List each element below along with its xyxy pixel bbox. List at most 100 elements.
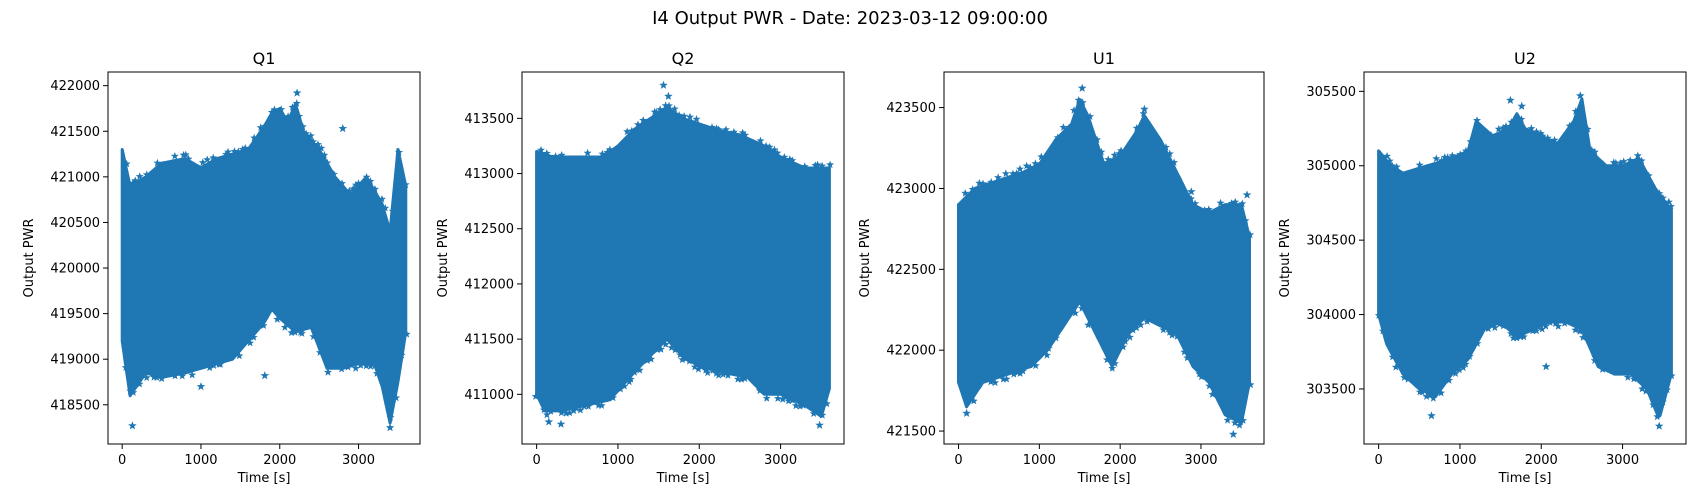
scatter-series bbox=[531, 80, 835, 429]
scatter-point bbox=[1208, 390, 1217, 398]
scatter-point bbox=[157, 374, 166, 383]
scatter-point bbox=[961, 189, 970, 197]
scatter-point bbox=[1507, 118, 1516, 126]
scatter-point bbox=[1451, 369, 1460, 377]
scatter-point bbox=[1074, 96, 1083, 104]
scatter-point-outlier bbox=[1229, 429, 1238, 438]
scatter-point-outlier bbox=[1517, 101, 1526, 110]
scatter-point bbox=[1374, 311, 1383, 319]
scatter-point bbox=[1633, 151, 1642, 159]
scatter-point bbox=[1119, 342, 1128, 351]
scatter-point bbox=[818, 161, 827, 170]
scatter-point-outlier bbox=[659, 80, 668, 89]
scatter-point bbox=[1078, 98, 1087, 106]
scatter-point bbox=[796, 402, 805, 410]
scatter-point bbox=[188, 370, 197, 379]
scatter-point bbox=[968, 185, 977, 193]
scatter-point bbox=[351, 180, 360, 189]
scatter-point bbox=[1551, 319, 1560, 327]
scatter-point bbox=[1517, 115, 1526, 123]
scatter-point bbox=[1132, 323, 1141, 332]
scatter-point bbox=[670, 104, 679, 113]
scatter-point bbox=[1180, 347, 1189, 356]
scatter-point bbox=[1235, 421, 1244, 429]
axes-frame bbox=[1363, 71, 1687, 445]
scatter-point bbox=[1378, 326, 1387, 335]
scatter-point bbox=[639, 116, 648, 124]
scatter-point bbox=[788, 156, 797, 164]
scatter-point bbox=[572, 404, 580, 412]
scatter-point bbox=[395, 148, 403, 156]
scatter-point bbox=[583, 148, 592, 157]
scatter-point bbox=[1059, 123, 1068, 131]
scatter-series bbox=[120, 88, 411, 432]
scatter-point bbox=[1437, 156, 1446, 165]
scatter-point bbox=[1538, 131, 1547, 140]
scatter-point bbox=[371, 361, 379, 370]
scatter-point-outlier bbox=[1187, 187, 1196, 196]
scatter-point bbox=[1653, 412, 1662, 421]
scatter-point bbox=[627, 126, 636, 135]
scatter-fringe-points bbox=[961, 96, 1255, 429]
scatter-series bbox=[957, 83, 1255, 438]
scatter-point bbox=[1132, 124, 1141, 132]
scatter-point bbox=[314, 140, 322, 148]
scatter-point bbox=[1554, 322, 1563, 330]
scatter-point bbox=[142, 170, 151, 179]
x-tick-label: 2000 bbox=[1104, 453, 1137, 468]
scatter-point bbox=[1536, 129, 1545, 137]
scatter-point bbox=[565, 408, 574, 417]
y-tick-label: 423000 bbox=[886, 182, 936, 197]
scatter-point bbox=[329, 170, 338, 178]
scatter-point bbox=[975, 179, 984, 187]
scatter-point bbox=[1077, 304, 1086, 312]
scatter-point bbox=[1422, 392, 1431, 400]
scatter-point-outlier bbox=[338, 124, 348, 133]
x-axis-label: Time [s] bbox=[237, 471, 291, 486]
scatter-point bbox=[362, 172, 371, 181]
scatter-fringe-points bbox=[1374, 107, 1676, 421]
scatter-point bbox=[671, 345, 680, 354]
scatter-point bbox=[1200, 206, 1209, 214]
scatter-point bbox=[209, 153, 218, 162]
scatter-point-cloud bbox=[1377, 97, 1673, 419]
scatter-point bbox=[616, 384, 625, 393]
scatter-point bbox=[1400, 373, 1409, 381]
scatter-point bbox=[351, 364, 360, 372]
scatter-point bbox=[1437, 388, 1446, 397]
scatter-point bbox=[1616, 159, 1625, 167]
scatter-point-outlier bbox=[1654, 421, 1664, 430]
scatter-point bbox=[1429, 394, 1438, 402]
scatter-point bbox=[1587, 146, 1596, 154]
y-tick-label: 413000 bbox=[464, 167, 514, 182]
x-tick-label: 3000 bbox=[764, 453, 797, 468]
scatter-point bbox=[288, 103, 297, 111]
scatter-point bbox=[378, 195, 386, 203]
scatter-point bbox=[661, 340, 670, 348]
subplot-title: Q2 bbox=[672, 49, 695, 68]
scatter-point bbox=[788, 396, 797, 404]
scatter-point bbox=[224, 147, 232, 156]
scatter-point bbox=[1579, 333, 1587, 341]
scatter-point bbox=[1238, 199, 1247, 208]
y-axis-label: Output PWR bbox=[436, 218, 451, 297]
scatter-point bbox=[780, 153, 789, 161]
scatter-point bbox=[1165, 149, 1174, 158]
scatter-point bbox=[678, 355, 687, 364]
y-tick-label: 422500 bbox=[886, 263, 936, 278]
scatter-point bbox=[1456, 150, 1465, 158]
y-tick-label: 421500 bbox=[886, 425, 936, 440]
scatter-point bbox=[1161, 143, 1170, 151]
y-tick-label: 420500 bbox=[50, 216, 100, 231]
scatter-point bbox=[647, 355, 656, 363]
scatter-point bbox=[277, 105, 286, 113]
scatter-point bbox=[681, 354, 690, 363]
scatter-point bbox=[1629, 374, 1638, 383]
scatter-point bbox=[1223, 416, 1232, 424]
scatter-point bbox=[1448, 151, 1457, 160]
scatter-point bbox=[401, 180, 410, 189]
scatter-point bbox=[1002, 374, 1011, 383]
scatter-point bbox=[569, 406, 578, 415]
subplot-q1: 0 1000 2000 3000 418500 419000 419500 420000 420… bbox=[22, 49, 421, 486]
scatter-point bbox=[1143, 317, 1152, 325]
